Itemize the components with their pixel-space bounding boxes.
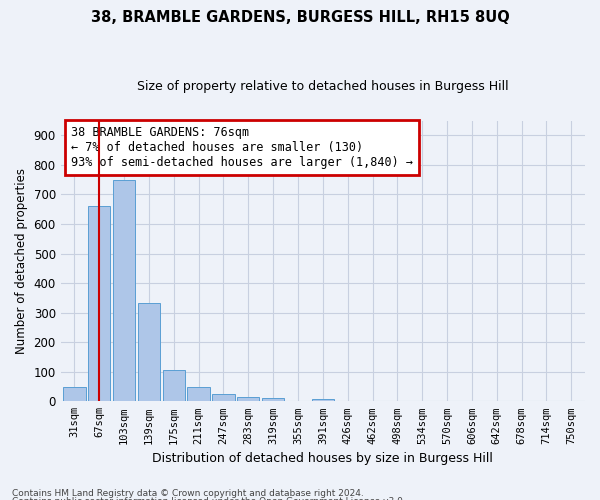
Bar	[187, 386, 210, 402]
Bar	[163, 370, 185, 402]
Bar	[138, 303, 160, 402]
Y-axis label: Number of detached properties: Number of detached properties	[15, 168, 28, 354]
Text: 38, BRAMBLE GARDENS, BURGESS HILL, RH15 8UQ: 38, BRAMBLE GARDENS, BURGESS HILL, RH15 …	[91, 10, 509, 25]
Bar	[63, 387, 86, 402]
Text: Contains HM Land Registry data © Crown copyright and database right 2024.: Contains HM Land Registry data © Crown c…	[12, 488, 364, 498]
Bar	[88, 206, 110, 402]
Bar	[262, 398, 284, 402]
X-axis label: Distribution of detached houses by size in Burgess Hill: Distribution of detached houses by size …	[152, 452, 493, 465]
Bar	[311, 399, 334, 402]
Bar	[237, 397, 259, 402]
Text: 38 BRAMBLE GARDENS: 76sqm
← 7% of detached houses are smaller (130)
93% of semi-: 38 BRAMBLE GARDENS: 76sqm ← 7% of detach…	[71, 126, 413, 169]
Bar	[212, 394, 235, 402]
Bar	[113, 180, 135, 402]
Title: Size of property relative to detached houses in Burgess Hill: Size of property relative to detached ho…	[137, 80, 509, 93]
Text: Contains public sector information licensed under the Open Government Licence v3: Contains public sector information licen…	[12, 498, 406, 500]
